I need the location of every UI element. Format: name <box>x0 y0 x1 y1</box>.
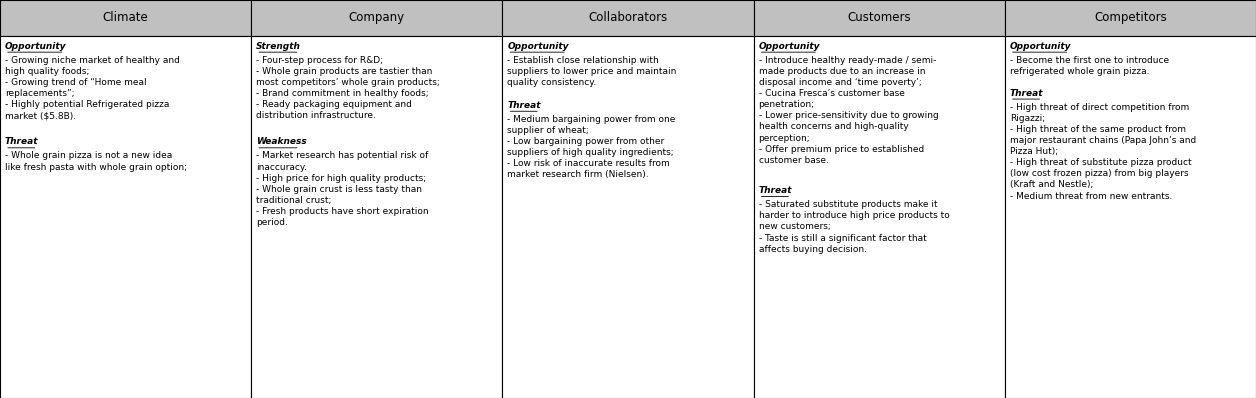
Text: Collaborators: Collaborators <box>588 12 668 24</box>
Text: Threat: Threat <box>759 186 793 195</box>
Text: - Four-step process for R&D;
- Whole grain products are tastier than
most compet: - Four-step process for R&D; - Whole gra… <box>256 56 440 120</box>
Text: - Market research has potential risk of
inaccuracy.
- High price for high qualit: - Market research has potential risk of … <box>256 152 428 227</box>
Text: Customers: Customers <box>848 12 911 24</box>
Text: - Introduce healthy ready-made / semi-
made products due to an increase in
dispo: - Introduce healthy ready-made / semi- m… <box>759 56 938 165</box>
Text: - Establish close relationship with
suppliers to lower price and maintain
qualit: - Establish close relationship with supp… <box>507 56 677 87</box>
Text: Opportunity: Opportunity <box>507 42 569 51</box>
Bar <box>502 36 754 398</box>
Text: Threat: Threat <box>507 101 541 110</box>
Text: Opportunity: Opportunity <box>5 42 67 51</box>
Text: - High threat of direct competition from
Rigazzi;
- High threat of the same prod: - High threat of direct competition from… <box>1010 103 1196 201</box>
Text: Threat: Threat <box>1010 89 1044 98</box>
Bar <box>754 0 1005 36</box>
Text: Weakness: Weakness <box>256 137 306 146</box>
Bar <box>502 0 754 36</box>
Text: - Medium bargaining power from one
supplier of wheat;
- Low bargaining power fro: - Medium bargaining power from one suppl… <box>507 115 676 179</box>
Text: Competitors: Competitors <box>1094 12 1167 24</box>
Text: - Whole grain pizza is not a new idea
like fresh pasta with whole grain option;: - Whole grain pizza is not a new idea li… <box>5 152 187 172</box>
Bar <box>0 36 251 398</box>
Text: Climate: Climate <box>103 12 148 24</box>
Bar <box>251 36 502 398</box>
Text: Strength: Strength <box>256 42 301 51</box>
Bar <box>754 36 1005 398</box>
Text: Opportunity: Opportunity <box>1010 42 1071 51</box>
Text: - Growing niche market of healthy and
high quality foods;
- Growing trend of “Ho: - Growing niche market of healthy and hi… <box>5 56 180 120</box>
Text: Company: Company <box>349 12 404 24</box>
Text: Opportunity: Opportunity <box>759 42 820 51</box>
Bar <box>1005 0 1256 36</box>
Text: - Become the first one to introduce
refrigerated whole grain pizza.: - Become the first one to introduce refr… <box>1010 56 1169 76</box>
Bar <box>251 0 502 36</box>
Bar <box>0 0 251 36</box>
Bar <box>1005 36 1256 398</box>
Text: Threat: Threat <box>5 137 39 146</box>
Text: - Saturated substitute products make it
harder to introduce high price products : - Saturated substitute products make it … <box>759 200 950 254</box>
